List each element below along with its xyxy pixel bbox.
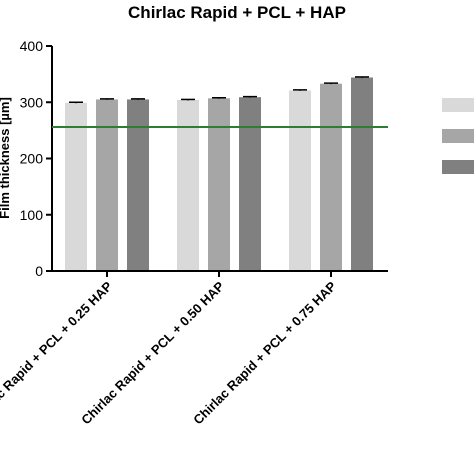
chart-title: Chirlac Rapid + PCL + HAP [128, 3, 346, 22]
bar [289, 90, 311, 271]
legend-swatch [442, 98, 474, 112]
y-axis-label: Film thickness [µm] [0, 97, 12, 219]
y-tick-label: 200 [20, 151, 44, 167]
bars [65, 77, 373, 271]
bar [96, 99, 118, 271]
legend-swatch [442, 160, 474, 174]
legend [442, 98, 474, 174]
y-tick-label: 300 [20, 94, 44, 110]
bar [239, 97, 261, 271]
y-tick-label: 0 [35, 263, 43, 279]
bar [320, 83, 342, 271]
y-axis [46, 45, 53, 272]
y-tick-label: 400 [20, 38, 44, 54]
error-bars [69, 76, 369, 104]
bar [65, 102, 87, 271]
y-tick-label: 100 [20, 207, 44, 223]
y-tick-labels: 0 100 200 300 400 [20, 38, 44, 279]
legend-swatch [442, 129, 474, 143]
bar [127, 99, 149, 271]
x-axis [51, 270, 388, 277]
bar [351, 77, 373, 271]
bar [177, 100, 199, 271]
bar [208, 98, 230, 271]
